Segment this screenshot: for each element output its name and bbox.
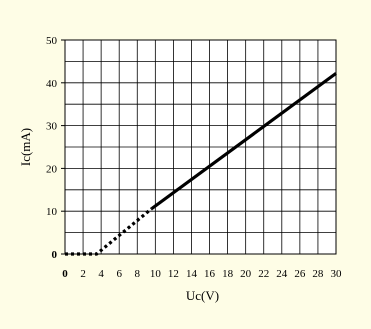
y-tick-label: 20 <box>46 163 58 175</box>
y-tick-label: 0 <box>52 249 58 261</box>
x-tick-label: 26 <box>294 268 306 280</box>
x-tick-label: 20 <box>240 268 252 280</box>
x-tick-label: 6 <box>116 268 122 280</box>
x-tick-label: 0 <box>62 268 68 280</box>
y-tick-label: 10 <box>46 206 58 218</box>
y-tick-label: 30 <box>46 121 58 133</box>
x-tick-label: 18 <box>222 268 234 280</box>
x-tick-label: 10 <box>150 268 162 280</box>
x-tick-label: 28 <box>312 268 324 280</box>
x-tick-label: 22 <box>258 268 269 280</box>
grid-lines <box>64 39 337 255</box>
series-solid-segment <box>150 72 337 210</box>
x-tick-label: 16 <box>204 268 216 280</box>
y-tick-label: 40 <box>46 78 58 90</box>
x-tick-label: 24 <box>276 268 288 280</box>
y-axis-title: Ic(mA) <box>18 128 33 166</box>
x-tick-label: 2 <box>80 268 86 280</box>
plot-frame <box>64 39 337 255</box>
x-axis-title: Uc(V) <box>186 288 219 303</box>
x-tick-label: 30 <box>331 268 343 280</box>
x-tick-label: 4 <box>98 268 104 280</box>
x-tick-label: 12 <box>168 268 179 280</box>
y-tick-labels: 0 10 20 30 40 50 <box>46 35 65 261</box>
x-tick-labels: 0 2 4 6 8 10 12 14 16 18 20 22 24 26 28 30 <box>62 268 342 280</box>
x-tick-label: 8 <box>135 268 141 280</box>
x-tick-label: 14 <box>186 268 198 280</box>
y-tick-label: 50 <box>46 35 58 47</box>
